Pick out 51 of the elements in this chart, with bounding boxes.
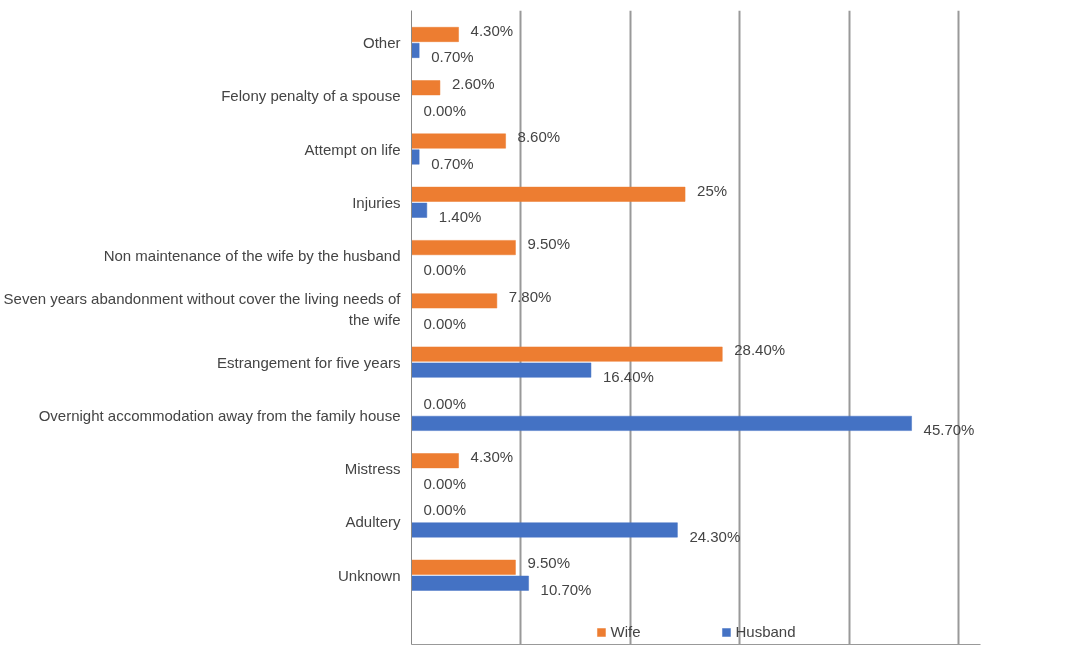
y-tick-label: Seven years abandonment without cover the living needs of the wife: [3, 290, 402, 328]
data-label: 0.70%: [431, 154, 474, 172]
bar: [411, 559, 516, 575]
data-label: 0.00%: [423, 501, 467, 519]
bar: [411, 346, 723, 362]
data-label: 0.00%: [423, 101, 467, 119]
bar: [411, 293, 498, 309]
data-label: 0.70%: [431, 48, 474, 66]
bar: [411, 575, 529, 591]
data-label: 4.30%: [470, 447, 514, 465]
y-tick-label: Attempt on life: [304, 140, 401, 158]
bar: [411, 362, 592, 378]
bar: [411, 453, 459, 469]
bar: [411, 240, 516, 256]
bar: [411, 133, 506, 149]
data-label: 7.80%: [508, 288, 552, 306]
bar: [411, 43, 420, 58]
y-tick-label: Non maintenance of the wife by the husband: [103, 247, 401, 265]
y-tick-label: Unknown: [337, 566, 401, 584]
bar: [411, 186, 686, 202]
data-label: 10.70%: [540, 581, 592, 599]
data-label: 45.70%: [923, 421, 975, 439]
y-tick-label: Mistress: [344, 460, 401, 478]
y-tick-label: Other: [362, 33, 401, 51]
y-tick-label: Felony penalty of a spouse: [221, 87, 401, 105]
bar: [411, 415, 912, 431]
legend-label: Husband: [735, 623, 796, 640]
data-label: 16.40%: [602, 368, 654, 386]
data-label: 28.40%: [734, 341, 786, 359]
y-tick-label: Injuries: [352, 193, 401, 211]
y-tick-label: Adultery: [345, 513, 401, 531]
bar: [411, 149, 420, 165]
data-label: 0.00%: [423, 394, 467, 412]
y-tick-label: Overnight accommodation away from the family house: [38, 406, 401, 424]
data-label: 2.60%: [451, 74, 495, 92]
bar: [411, 80, 441, 96]
data-label: 0.00%: [423, 261, 467, 279]
data-label: 24.30%: [689, 527, 741, 545]
data-label: 0.00%: [423, 314, 467, 332]
y-tick-label: Estrangement for five years: [217, 353, 401, 371]
data-label: 9.50%: [527, 554, 570, 572]
data-label: 0.00%: [423, 474, 467, 492]
bar: [411, 27, 459, 42]
bar: [411, 522, 678, 538]
legend-label: Wife: [610, 623, 641, 640]
data-label: 8.60%: [517, 128, 561, 146]
data-label: 1.40%: [438, 208, 482, 226]
data-label: 9.50%: [527, 234, 570, 252]
bar: [411, 202, 428, 218]
data-label: 4.30%: [470, 21, 514, 39]
data-label: 25%: [697, 181, 728, 199]
